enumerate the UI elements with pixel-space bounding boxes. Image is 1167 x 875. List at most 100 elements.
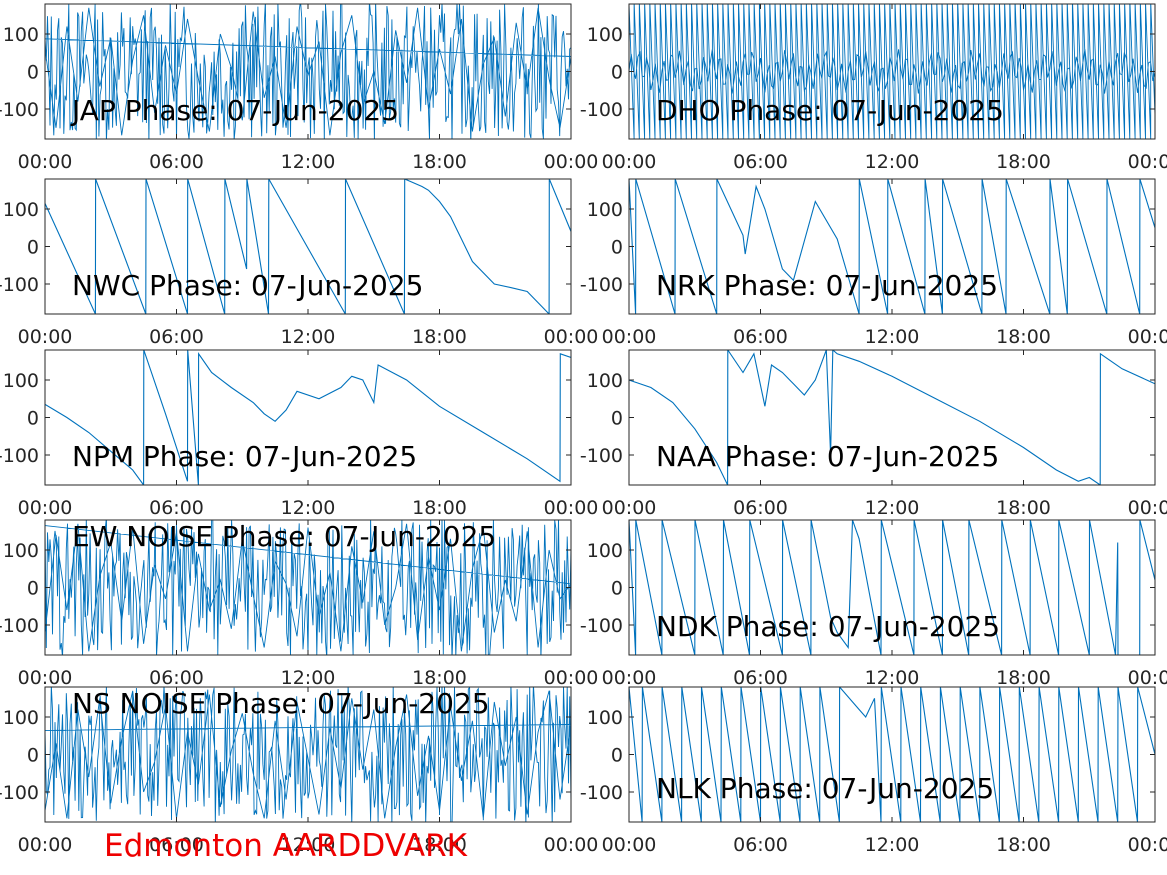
y-tick-label: 100 (3, 540, 39, 562)
x-tick-label: 12:00 (281, 326, 336, 348)
x-tick-label: 12:00 (281, 667, 336, 689)
y-tick-label: -100 (580, 782, 623, 804)
y-tick-label: 100 (587, 370, 623, 392)
x-tick-label: 00:00 (18, 151, 73, 173)
x-tick-label: 06:00 (149, 667, 204, 689)
subplot-nrk: -100 0 100 00:00 06:00 12:00 18:00 00:00 NRK Pha… (580, 178, 1167, 348)
y-tick-label: 100 (3, 370, 39, 392)
series-line (629, 350, 1155, 485)
subplot-title: NWC Phase: 07-Jun-2025 (72, 269, 423, 302)
subplot-ndk: -100 0 100 00:00 06:00 12:00 18:00 00:00 NDK Pha… (580, 519, 1167, 689)
subplot-title: NLK Phase: 07-Jun-2025 (656, 772, 994, 805)
y-tick-label: 100 (587, 540, 623, 562)
subplot-naa: -100 0 100 00:00 06:00 12:00 18:00 00:00 NAA Pha… (580, 349, 1167, 519)
x-tick-label: 00:00 (544, 151, 599, 173)
x-tick-label: 06:00 (733, 326, 788, 348)
x-tick-label: 00:00 (18, 667, 73, 689)
x-tick-label: 12:00 (865, 667, 920, 689)
subplot-dho: -100 0 100 00:00 06:00 12:00 18:00 00:00 DHO Pha… (580, 3, 1167, 173)
x-tick-label: 00:00 (544, 326, 599, 348)
y-tick-label: -100 (580, 99, 623, 121)
x-tick-label: 18:00 (996, 497, 1051, 519)
x-tick-label: 00:00 (544, 667, 599, 689)
series-line (45, 4, 571, 139)
y-tick-label: -100 (0, 274, 39, 296)
subplot-nwc: -100 0 100 00:00 06:00 12:00 18:00 00:00 NWC Pha… (0, 178, 599, 348)
x-tick-label: 18:00 (996, 667, 1051, 689)
series-line (45, 179, 571, 314)
y-tick-label: -100 (580, 274, 623, 296)
x-tick-label: 00:00 (1128, 667, 1167, 689)
x-tick-label: 06:00 (733, 834, 788, 856)
x-tick-label: 18:00 (412, 151, 467, 173)
y-tick-label: 0 (27, 578, 39, 600)
y-tick-label: -100 (0, 99, 39, 121)
x-tick-label: 12:00 (281, 151, 336, 173)
x-tick-label: 18:00 (996, 151, 1051, 173)
y-tick-label: 100 (3, 24, 39, 46)
x-tick-label: 12:00 (865, 497, 920, 519)
x-tick-label: 00:00 (602, 834, 657, 856)
y-tick-label: -100 (0, 782, 39, 804)
y-tick-label: 0 (27, 408, 39, 430)
x-tick-label: 18:00 (412, 497, 467, 519)
y-tick-label: 0 (27, 237, 39, 259)
x-tick-label: 00:00 (602, 326, 657, 348)
x-tick-label: 00:00 (1128, 834, 1167, 856)
y-tick-label: -100 (0, 445, 39, 467)
x-tick-label: 06:00 (733, 497, 788, 519)
x-tick-label: 06:00 (149, 326, 204, 348)
y-tick-label: 100 (587, 707, 623, 729)
x-tick-label: 06:00 (733, 151, 788, 173)
subplot-title: DHO Phase: 07-Jun-2025 (656, 94, 1004, 127)
subplot-title: NAA Phase: 07-Jun-2025 (656, 440, 999, 473)
x-tick-label: 18:00 (996, 326, 1051, 348)
y-tick-label: 0 (611, 578, 623, 600)
y-tick-label: 0 (27, 745, 39, 767)
subplot-ns-noise: -100 0 100 00:00 06:00 12:00 18:00 00:00 NS NOIS… (0, 686, 598, 856)
subplot-title: NPM Phase: 07-Jun-2025 (72, 440, 417, 473)
x-tick-label: 00:00 (1128, 497, 1167, 519)
x-tick-label: 00:00 (544, 497, 599, 519)
x-tick-label: 12:00 (865, 326, 920, 348)
x-tick-label: 12:00 (865, 834, 920, 856)
x-tick-label: 18:00 (996, 834, 1051, 856)
y-tick-label: 0 (27, 62, 39, 84)
x-tick-label: 00:00 (1128, 326, 1167, 348)
x-tick-label: 00:00 (1128, 151, 1167, 173)
subplot-title: JAP Phase: 07-Jun-2025 (70, 94, 399, 127)
subplot-title: NDK Phase: 07-Jun-2025 (656, 610, 1000, 643)
x-tick-label: 00:00 (18, 326, 73, 348)
x-tick-label: 00:00 (18, 834, 73, 856)
x-tick-label: 00:00 (602, 667, 657, 689)
y-tick-label: -100 (580, 615, 623, 637)
y-tick-label: 0 (611, 745, 623, 767)
y-tick-label: 0 (611, 408, 623, 430)
subplot-title: EW NOISE Phase: 07-Jun-2025 (72, 520, 496, 553)
x-tick-label: 06:00 (149, 151, 204, 173)
subplot-jap: -100 0 100 00:00 06:00 12:00 18:00 00:00 JAP Pha… (0, 3, 599, 173)
series-line (629, 520, 1155, 655)
y-tick-label: -100 (0, 615, 39, 637)
subplot-ew-noise: -100 0 100 00:00 06:00 12:00 18:00 00:00 EW NOIS… (0, 519, 599, 689)
y-tick-label: 100 (587, 199, 623, 221)
y-tick-label: 100 (3, 199, 39, 221)
x-tick-label: 06:00 (149, 834, 204, 856)
y-tick-label: 0 (611, 237, 623, 259)
y-tick-label: 100 (3, 707, 39, 729)
x-tick-label: 18:00 (412, 834, 467, 856)
subplot-title: NS NOISE Phase: 07-Jun-2025 (72, 687, 490, 720)
x-tick-label: 00:00 (602, 151, 657, 173)
footer-label: Edmonton AARDDVARK (104, 828, 468, 864)
x-tick-label: 12:00 (865, 151, 920, 173)
y-tick-label: 100 (587, 24, 623, 46)
y-tick-label: -100 (580, 445, 623, 467)
x-tick-label: 06:00 (149, 497, 204, 519)
series-line (45, 687, 571, 822)
x-tick-label: 00:00 (18, 497, 73, 519)
x-tick-label: 18:00 (412, 667, 467, 689)
x-tick-label: 00:00 (602, 497, 657, 519)
y-tick-label: 0 (611, 62, 623, 84)
subplot-npm: -100 0 100 00:00 06:00 12:00 18:00 00:00 NPM Pha… (0, 349, 599, 519)
